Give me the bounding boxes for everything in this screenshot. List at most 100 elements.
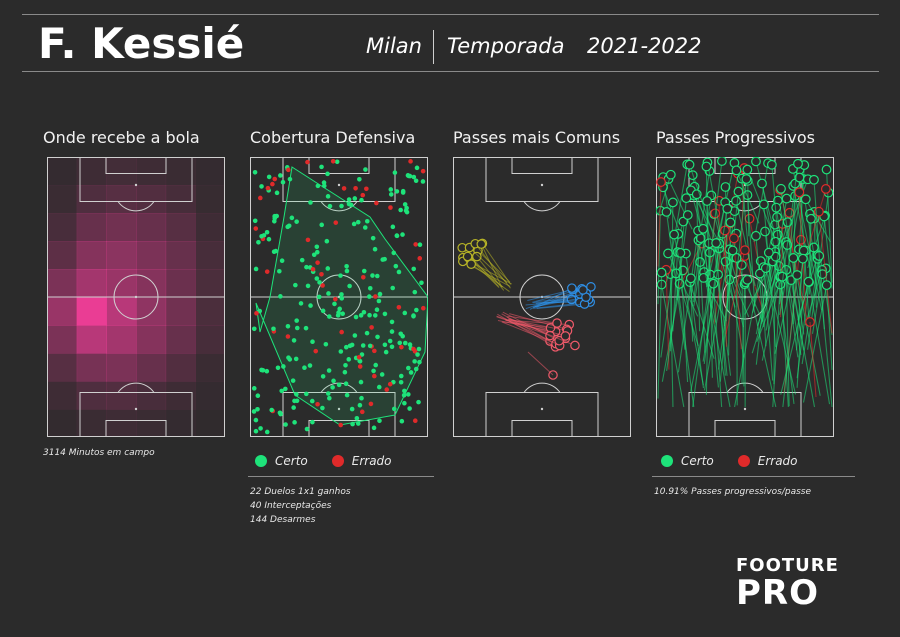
legend-errado: Errado: [351, 454, 392, 468]
successful-action-dot: [363, 167, 368, 172]
progressive-pass-line: [797, 254, 819, 321]
successful-action-dot: [408, 370, 414, 375]
successful-action-dot: [283, 422, 288, 427]
successful-action-dot: [398, 207, 403, 213]
failed-pass-origin: [720, 225, 730, 236]
successful-action-dot: [310, 339, 315, 345]
successful-pass-origin: [800, 194, 811, 205]
successful-action-dot: [349, 342, 355, 348]
heat-cell: [47, 325, 78, 354]
successful-pass-origin: [803, 276, 814, 287]
successful-action-dot: [344, 268, 350, 274]
progressive-pass-line: [785, 269, 790, 407]
progressive-pass-line: [708, 162, 735, 277]
failed-action-dot: [305, 237, 311, 243]
successful-action-dot: [398, 373, 404, 379]
blue-cluster-pass-origin: [578, 285, 588, 295]
heat-cell: [136, 269, 167, 298]
successful-pass-origin: [722, 203, 733, 214]
successful-action-dot: [400, 333, 405, 339]
successful-action-dot: [396, 269, 402, 275]
heat-cell: [47, 185, 78, 214]
heat-cell: [106, 157, 137, 186]
successful-action-dot: [362, 225, 368, 230]
heat-cell: [136, 353, 167, 382]
team-name: Milan: [366, 34, 422, 58]
successful-action-dot: [346, 197, 352, 202]
successful-action-dot: [342, 369, 348, 375]
failed-action-dot: [399, 344, 404, 350]
season-label: Temporada: [447, 34, 565, 58]
successful-pass-origin: [797, 253, 808, 264]
successful-action-dot: [407, 406, 412, 411]
heat-cell: [195, 241, 225, 270]
progressive-pass-line: [702, 228, 719, 388]
heat-cell: [195, 213, 225, 242]
successful-action-dot: [415, 352, 420, 357]
failed-action-dot: [257, 195, 263, 201]
successful-action-dot: [417, 242, 423, 248]
successful-action-dot: [286, 355, 291, 360]
progressive-pass-line: [734, 273, 761, 408]
successful-action-dot: [274, 190, 280, 196]
yellow-cluster-pass-line: [476, 256, 505, 291]
heat-cell: [47, 241, 78, 270]
successful-action-dot: [259, 233, 264, 239]
successful-action-dot: [337, 306, 342, 312]
successful-pass-origin: [793, 158, 803, 169]
red-cluster-pass-line: [506, 316, 576, 346]
successful-action-dot: [382, 311, 388, 317]
successful-action-dot: [346, 201, 352, 207]
successful-action-dot: [259, 367, 264, 373]
red-cluster-pass-origin: [570, 340, 580, 351]
successful-action-dot: [279, 388, 285, 394]
progressive-passes: [656, 157, 834, 408]
failed-pass-origin: [656, 177, 666, 187]
successful-action-dot: [343, 344, 349, 350]
progressive-pass-line: [809, 321, 817, 398]
failed-action-dot: [388, 205, 393, 210]
successful-action-dot: [394, 233, 400, 239]
successful-action-dot: [412, 289, 418, 295]
successful-action-dot: [319, 222, 325, 228]
successful-action-dot: [339, 292, 344, 297]
successful-action-dot: [389, 329, 395, 334]
successful-action-dot: [278, 294, 283, 299]
successful-action-dot: [278, 173, 283, 178]
successful-action-dot: [307, 363, 313, 368]
progressive-pass-line: [670, 202, 674, 352]
successful-action-dot: [420, 179, 426, 184]
successful-action-dot: [403, 208, 409, 213]
heat-cell: [195, 269, 225, 298]
progressive-pass-line: [780, 276, 789, 408]
successful-action-dot: [325, 266, 331, 271]
progressive-pass-line: [778, 163, 799, 305]
successful-action-dot: [382, 256, 387, 262]
successful-action-dot: [373, 362, 379, 368]
successful-action-dot: [374, 307, 380, 312]
successful-pass-origin: [798, 245, 809, 256]
failed-action-dot: [264, 269, 270, 274]
successful-action-dot: [413, 366, 419, 372]
progressive-pass-line: [735, 178, 747, 283]
successful-action-dot: [353, 314, 359, 320]
successful-action-dot: [323, 341, 329, 347]
pass-clusters: [457, 238, 596, 380]
successful-action-dot: [340, 311, 345, 317]
panel-title-common: Passes mais Comuns: [453, 128, 621, 147]
failed-action-dot: [374, 200, 379, 206]
successful-action-dot: [389, 319, 395, 325]
failed-action-dot: [387, 381, 393, 387]
successful-action-dot: [347, 283, 352, 289]
successful-action-dot: [277, 268, 282, 274]
successful-action-dot: [253, 417, 259, 423]
heat-cell: [76, 213, 107, 242]
successful-action-dot: [361, 268, 367, 274]
successful-action-dot: [376, 384, 382, 390]
blue-cluster-pass-line: [536, 303, 585, 310]
successful-action-dot: [308, 303, 313, 308]
successful-pass-origin: [731, 165, 742, 176]
yellow-cluster-pass-origin: [462, 251, 473, 262]
successful-action-dot: [302, 365, 307, 371]
successful-action-dot: [402, 202, 408, 207]
